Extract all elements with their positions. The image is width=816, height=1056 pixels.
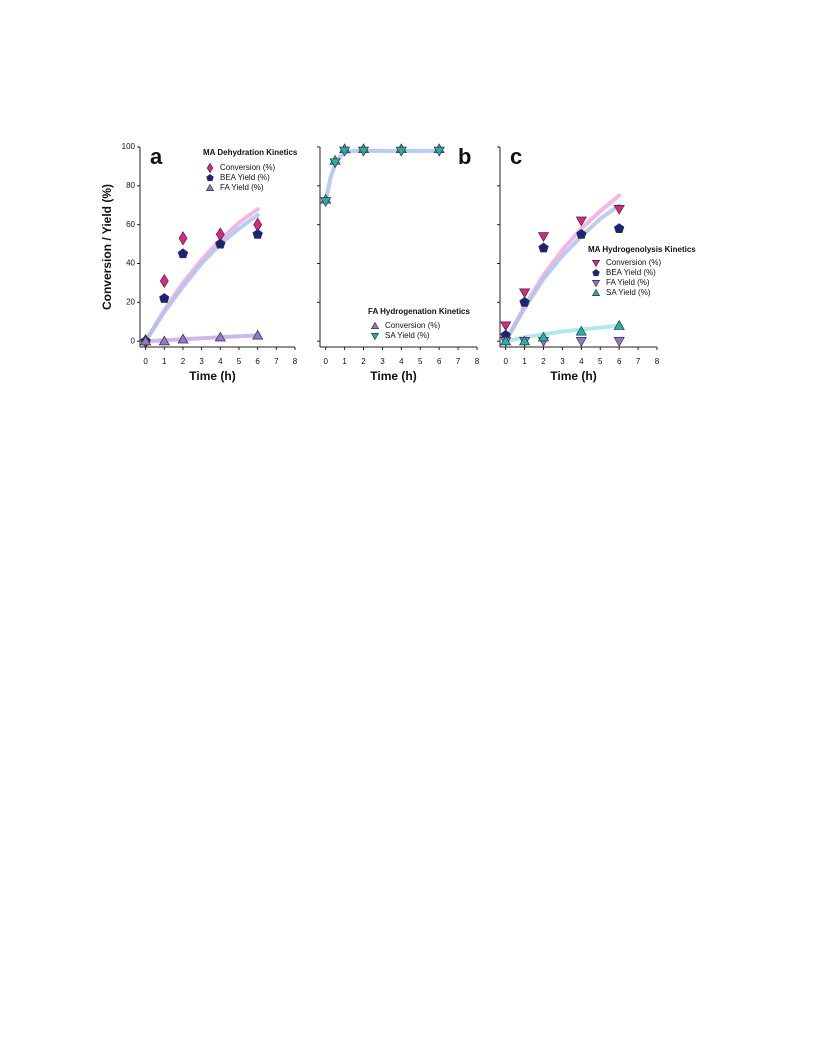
legend-marker	[370, 321, 380, 329]
marker	[395, 146, 407, 157]
legend-label: BEA Yield (%)	[220, 173, 270, 182]
y-tick-label: 20	[126, 297, 135, 306]
legend-marker	[205, 183, 215, 191]
marker	[357, 146, 370, 157]
panel-letter: b	[458, 144, 471, 169]
marker	[159, 273, 169, 289]
legend-label: Conversion (%)	[606, 258, 661, 267]
x-tick-label: 4	[399, 357, 404, 366]
legend-label: BEA Yield (%)	[606, 268, 656, 277]
marker	[519, 296, 530, 307]
x-tick-label: 8	[475, 357, 480, 366]
x-axis-label: Time (h)	[550, 369, 596, 383]
marker	[500, 321, 512, 332]
chart-title: MA Dehydration Kinetics	[203, 148, 298, 157]
x-tick-label: 8	[655, 357, 660, 366]
x-axis-label: Time (h)	[370, 369, 416, 383]
y-tick-label: 60	[126, 220, 135, 229]
marker	[214, 331, 226, 342]
marker	[613, 337, 625, 347]
y-tick-label: 100	[122, 142, 136, 151]
x-tick-label: 7	[274, 357, 279, 366]
x-tick-label: 1	[162, 357, 167, 366]
panel-letter: a	[150, 144, 163, 169]
legend-marker	[592, 269, 600, 277]
x-tick-label: 2	[541, 357, 546, 366]
x-tick-label: 5	[598, 357, 603, 366]
x-tick-label: 3	[560, 357, 565, 366]
fit-line	[323, 148, 442, 204]
marker	[575, 325, 587, 336]
legend-label: Conversion (%)	[220, 163, 275, 172]
panel-letter: c	[510, 144, 522, 169]
x-tick-label: 6	[617, 357, 622, 366]
marker	[576, 228, 587, 239]
marker	[139, 335, 152, 346]
x-tick-label: 7	[456, 357, 461, 366]
x-tick-label: 4	[218, 357, 223, 366]
legend-marker	[591, 288, 601, 296]
legend-label: FA Yield (%)	[606, 278, 650, 287]
marker	[178, 231, 188, 246]
marker	[575, 216, 587, 227]
fit-line	[503, 203, 622, 344]
y-tick-label: 40	[126, 259, 135, 268]
marker	[518, 288, 531, 299]
marker	[320, 197, 332, 208]
x-tick-label: 0	[323, 357, 328, 366]
marker	[252, 228, 263, 239]
marker	[575, 337, 587, 347]
marker	[338, 146, 351, 157]
x-tick-label: 7	[636, 357, 641, 366]
y-tick-label: 80	[126, 181, 135, 190]
x-tick-label: 0	[503, 357, 508, 366]
x-tick-label: 3	[380, 357, 385, 366]
marker	[613, 223, 625, 233]
marker	[537, 232, 550, 243]
x-tick-label: 2	[361, 357, 366, 366]
legend-label: FA Yield (%)	[220, 183, 264, 192]
x-tick-label: 4	[579, 357, 584, 366]
marker	[537, 331, 550, 342]
legend-marker	[591, 280, 601, 288]
marker	[329, 158, 341, 169]
x-tick-label: 1	[342, 357, 347, 366]
y-axis-label: Conversion / Yield (%)	[100, 184, 114, 310]
y-tick-label: 0	[131, 336, 136, 345]
legend-marker	[591, 260, 601, 268]
x-tick-label: 0	[143, 357, 148, 366]
x-tick-label: 8	[293, 357, 298, 366]
marker	[252, 329, 264, 340]
legend-marker	[206, 174, 214, 182]
marker	[518, 335, 531, 346]
x-tick-label: 5	[237, 357, 242, 366]
marker	[158, 335, 170, 346]
marker	[433, 146, 445, 157]
legend-label: SA Yield (%)	[385, 331, 430, 340]
chart-title: FA Hydrogenation Kinetics	[368, 307, 470, 316]
marker	[500, 335, 512, 346]
marker	[159, 293, 170, 303]
legend-label: Conversion (%)	[385, 321, 440, 330]
x-tick-label: 2	[181, 357, 186, 366]
fit-line	[143, 213, 260, 344]
x-tick-label: 5	[418, 357, 423, 366]
legend-label: SA Yield (%)	[606, 288, 651, 297]
x-tick-label: 3	[199, 357, 204, 366]
marker	[177, 333, 189, 344]
marker	[613, 319, 625, 330]
x-axis-label: Time (h)	[189, 369, 235, 383]
x-tick-label: 1	[522, 357, 527, 366]
marker	[538, 242, 549, 253]
x-tick-label: 6	[437, 357, 442, 366]
marker	[613, 205, 625, 215]
marker	[215, 238, 226, 249]
x-tick-label: 6	[255, 357, 260, 366]
legend-marker	[206, 162, 214, 174]
legend-marker	[370, 333, 380, 341]
marker	[177, 248, 189, 259]
chart-title: MA Hydrogenolysis Kinetics	[588, 245, 696, 254]
